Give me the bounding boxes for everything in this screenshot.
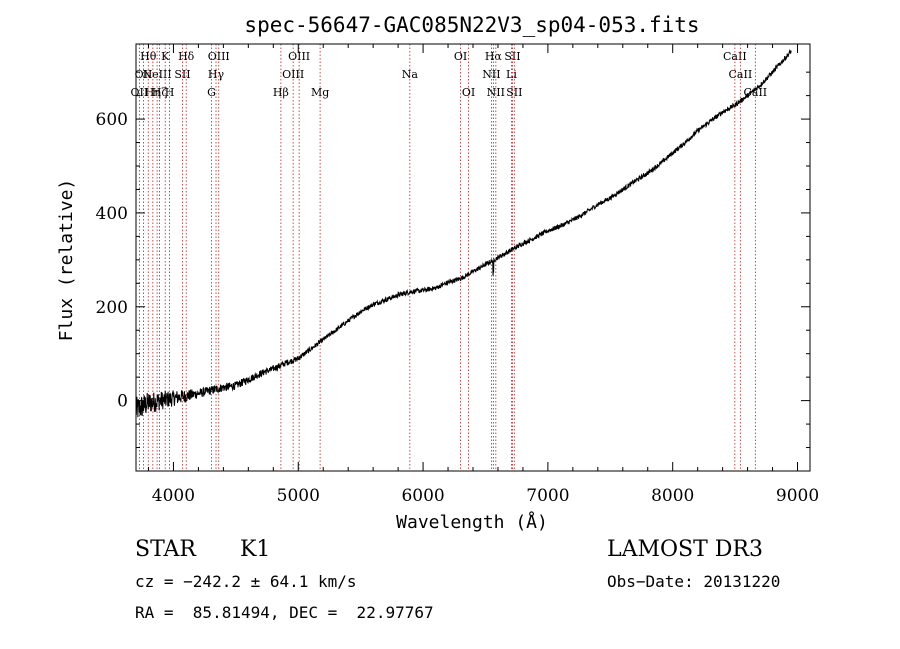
spectral-line-label: OII: [135, 68, 153, 81]
plot-frame: [135, 43, 811, 472]
spectral-line-label: K: [161, 50, 170, 63]
object-class: STAR: [135, 537, 196, 562]
spectral-line-label: Hγ: [208, 68, 225, 81]
x-tick-label: 7000: [526, 486, 569, 506]
spectral-line-label: CaII: [743, 86, 767, 99]
x-tick-label: 6000: [401, 486, 444, 506]
spectral-line-label: OI: [462, 86, 475, 99]
spectral-line-label: OIII: [208, 50, 230, 63]
survey-name: LAMOST DR3: [607, 537, 763, 562]
spectral-line-label: NII: [482, 68, 500, 81]
spectral-line-label: OI: [454, 50, 467, 63]
y-tick-label: 200: [96, 298, 128, 318]
y-tick-label: 600: [96, 110, 128, 130]
spectral-line-label: CaII: [729, 68, 753, 81]
flux-series-line: [135, 48, 792, 418]
spectral-line-label: Hα: [485, 50, 503, 63]
spectral-line-label: NeIII: [143, 68, 172, 81]
x-tick-label: 8000: [651, 486, 694, 506]
y-tick-label: 400: [96, 204, 128, 224]
spectral-line-label: Hζ: [152, 86, 168, 99]
x-tick-label: 9000: [776, 486, 819, 506]
x-tick-label: 5000: [277, 486, 320, 506]
spectral-line-label: OIII: [288, 50, 310, 63]
spectral-line-label: H: [165, 86, 175, 99]
object-subclass: K1: [240, 537, 271, 562]
spectral-line-label: Hη: [145, 86, 161, 99]
spectral-line-label: Hβ: [273, 86, 289, 99]
spectral-line-label: SII: [174, 68, 190, 81]
spectral-line-label: SII: [504, 50, 520, 63]
spectral-line-label: G: [207, 86, 216, 99]
spectral-line-label: OII: [131, 86, 149, 99]
spectral-line-label: NII: [487, 86, 505, 99]
spectral-line-label: SII: [506, 86, 522, 99]
ra-dec-coordinates: RA = 85.81494, DEC = 22.97767: [135, 603, 434, 622]
spectral-line-label: Hδ: [178, 50, 195, 63]
spectral-line-label: Na: [402, 68, 419, 81]
spectral-line-label: OIII: [282, 68, 304, 81]
observation-date: Obs−Date: 20131220: [607, 572, 781, 591]
axis-ticks-layer: 4000 5000 6000 7000 8000 9000 0 200 400 600: [96, 44, 819, 506]
spectral-line-label: CaII: [723, 50, 747, 63]
y-axis-label: Flux (relative): [56, 179, 77, 342]
redshift-velocity: cz = −242.2 ± 64.1 km/s: [135, 572, 357, 591]
spectral-line-label: Li: [506, 68, 517, 81]
spectral-line-label: Mg: [311, 86, 329, 99]
spectral-line-label: Hθ: [140, 50, 157, 63]
emission-lines-layer: OII OII Hθ Hη NeIII Hζ K H SII Hδ G Hγ OIII Hβ OIII OII…: [131, 44, 767, 471]
chart-title: spec-56647-GAC085N22V3_sp04-053.fits: [244, 13, 699, 37]
y-tick-label: 0: [117, 392, 128, 412]
x-tick-label: 4000: [152, 486, 195, 506]
x-axis-label: Wavelength (Å): [396, 511, 548, 533]
